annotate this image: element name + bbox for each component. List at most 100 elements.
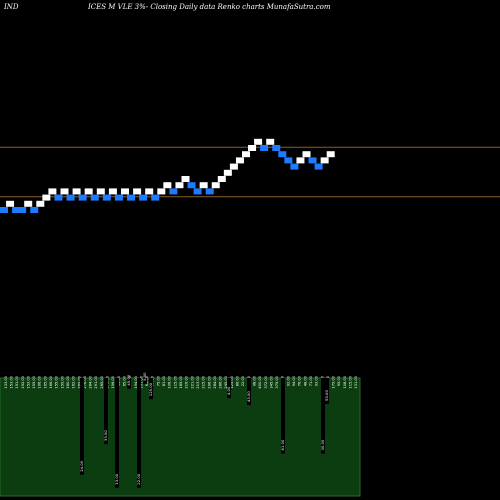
up-brick bbox=[133, 188, 142, 195]
up-brick bbox=[145, 188, 154, 195]
volume-tick-label: 94.00 bbox=[292, 375, 296, 386]
volume-bar-label: 61.00 bbox=[280, 439, 285, 450]
volume-bar bbox=[281, 378, 285, 454]
volume-bar bbox=[137, 378, 141, 488]
volume-tick-label: 159.00 bbox=[60, 375, 64, 388]
volume-tick-label: 221.00 bbox=[190, 375, 194, 388]
volume-tick-label: 106.00 bbox=[168, 375, 172, 388]
volume-bar bbox=[149, 378, 153, 400]
volume-bar bbox=[321, 378, 325, 454]
volume-tick-label: 213.00 bbox=[196, 375, 200, 388]
volume-tick-label: 276.00 bbox=[83, 375, 87, 388]
down-brick bbox=[193, 188, 202, 195]
up-brick bbox=[266, 138, 275, 145]
up-brick bbox=[229, 163, 238, 170]
down-brick bbox=[90, 194, 99, 201]
down-brick bbox=[314, 163, 323, 170]
volume-panel-background bbox=[0, 377, 361, 497]
down-brick bbox=[66, 194, 75, 201]
volume-bar bbox=[143, 378, 147, 384]
volume-tick-label: 48.00 bbox=[303, 375, 307, 386]
up-brick bbox=[163, 182, 172, 189]
volume-tick-label: 71.00 bbox=[309, 375, 313, 386]
volume-tick-label: 95.00 bbox=[337, 375, 341, 386]
volume-tick-label: 155.00 bbox=[55, 375, 59, 388]
volume-tick-label: 185.00 bbox=[179, 375, 183, 388]
volume-tick-label: 155.00 bbox=[32, 375, 36, 388]
down-brick bbox=[114, 194, 123, 201]
volume-tick-label: 166.00 bbox=[49, 375, 53, 388]
volume-tick-label: 345.00 bbox=[269, 375, 273, 388]
up-brick bbox=[6, 200, 15, 207]
down-brick bbox=[284, 157, 293, 164]
up-brick bbox=[175, 182, 184, 189]
volume-tick-label: 75.00 bbox=[156, 375, 160, 386]
volume-tick-label: 22.00 bbox=[241, 375, 245, 386]
volume-tick-label: 76.00 bbox=[298, 375, 302, 386]
volume-tick-label: 191.00 bbox=[139, 375, 143, 388]
up-brick bbox=[96, 188, 105, 195]
up-brick bbox=[42, 194, 51, 201]
volume-tick-label: 269.00 bbox=[77, 375, 81, 388]
volume-tick-label: 81.00 bbox=[162, 375, 166, 386]
volume-tick-label: 284.00 bbox=[89, 375, 93, 388]
volume-bar-label: 30.00 bbox=[320, 439, 325, 450]
volume-bar bbox=[127, 378, 131, 389]
volume-bar bbox=[227, 378, 231, 399]
volume-tick-label: 265.00 bbox=[100, 375, 104, 388]
volume-bar-label: 24.00 bbox=[79, 460, 84, 471]
up-brick bbox=[157, 188, 166, 195]
up-brick bbox=[296, 157, 305, 164]
volume-tick-label: 108.00 bbox=[343, 375, 347, 388]
volume-tick-label: 65.00 bbox=[123, 375, 127, 386]
volume-tick-label: 291.00 bbox=[94, 375, 98, 388]
volume-tick-label: 156.00 bbox=[111, 375, 115, 388]
up-brick bbox=[223, 169, 232, 176]
up-brick bbox=[211, 182, 220, 189]
down-brick bbox=[151, 194, 160, 201]
up-brick bbox=[48, 188, 57, 195]
volume-tick-label: 165.00 bbox=[43, 375, 47, 388]
volume-bar-label: 13.00 bbox=[114, 473, 119, 484]
volume-tick-label: 86.00 bbox=[236, 375, 240, 386]
volume-bar-label: 22.00 bbox=[136, 473, 141, 484]
volume-tick-label: 115.00 bbox=[349, 375, 353, 388]
down-brick bbox=[308, 157, 317, 164]
volume-tick-label: 92.00 bbox=[286, 375, 290, 386]
down-brick bbox=[30, 207, 39, 213]
volume-tick-label: 375.00 bbox=[275, 375, 279, 388]
volume-bar bbox=[80, 378, 84, 475]
volume-tick-label: 125.00 bbox=[230, 375, 234, 388]
down-brick bbox=[169, 188, 178, 195]
up-brick bbox=[248, 145, 257, 151]
up-brick bbox=[326, 151, 335, 158]
volume-tick-label: 65.00 bbox=[145, 375, 149, 386]
up-brick bbox=[72, 188, 81, 195]
volume-tick-label: 216.00 bbox=[185, 375, 189, 388]
volume-tick-label: 245.00 bbox=[224, 375, 228, 388]
volume-tick-label: 153.00 bbox=[26, 375, 30, 388]
down-brick bbox=[278, 151, 287, 158]
up-brick bbox=[242, 151, 250, 158]
volume-tick-label: 215.00 bbox=[202, 375, 206, 388]
up-brick bbox=[84, 188, 93, 195]
down-brick bbox=[18, 207, 27, 213]
volume-tick-label: 179.00 bbox=[332, 375, 336, 388]
volume-tick-label: 194.00 bbox=[134, 375, 138, 388]
volume-tick-label: 115.00 bbox=[173, 375, 177, 388]
volume-tick-label: 152.00 bbox=[21, 375, 25, 388]
up-brick bbox=[320, 157, 329, 164]
volume-tick-label: 284.00 bbox=[213, 375, 217, 388]
volume-panel bbox=[0, 377, 361, 497]
volume-tick-label: 296.00 bbox=[207, 375, 211, 388]
renko-bricks bbox=[0, 138, 335, 213]
volume-tick-label: 151.00 bbox=[15, 375, 19, 388]
down-brick bbox=[78, 194, 87, 201]
volume-tick-label: 162.00 bbox=[72, 375, 76, 388]
down-brick bbox=[205, 188, 214, 195]
volume-tick-label: 166.00 bbox=[38, 375, 42, 388]
volume-tick-label: 372.00 bbox=[264, 375, 268, 388]
volume-bar-label: 33.00 bbox=[103, 430, 108, 441]
down-brick bbox=[187, 182, 196, 189]
